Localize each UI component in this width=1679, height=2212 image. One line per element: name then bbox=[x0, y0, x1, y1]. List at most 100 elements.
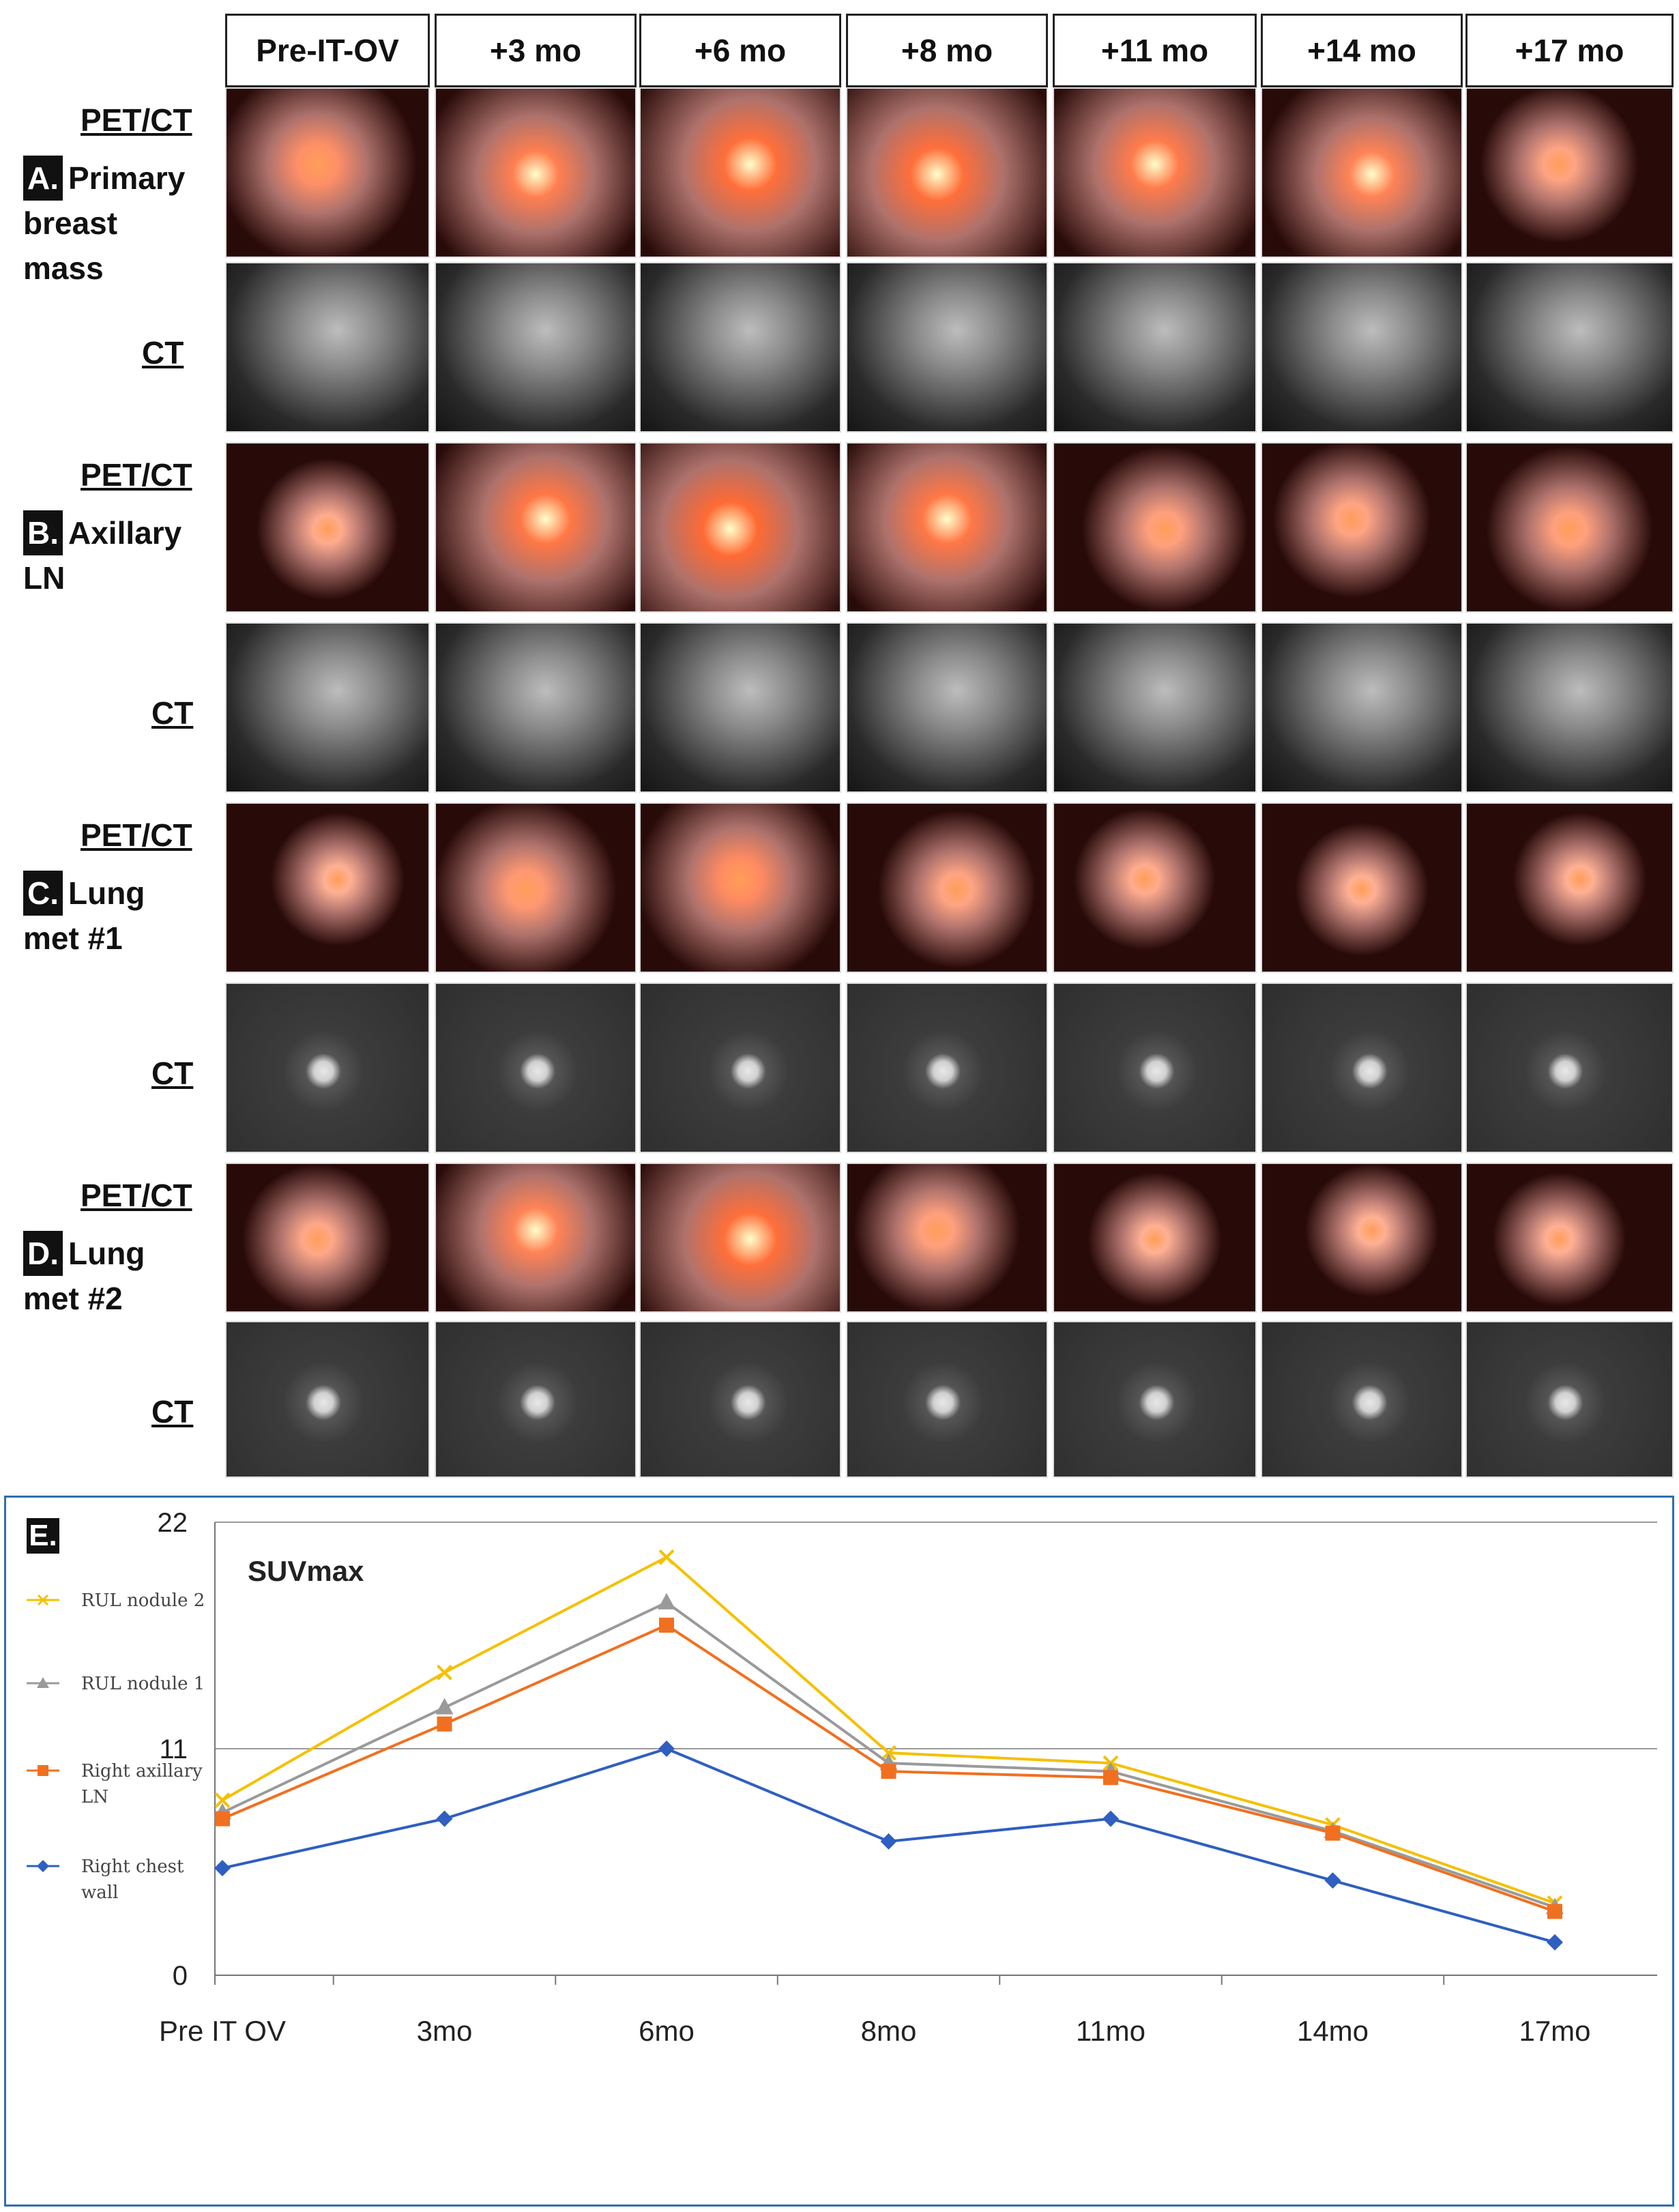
ct-label: CT bbox=[151, 1056, 194, 1091]
x-tick-label: 14mo bbox=[1297, 2015, 1369, 2047]
ct-image bbox=[639, 262, 841, 433]
ct-image bbox=[435, 1321, 637, 1478]
y-tick-label: 11 bbox=[159, 1734, 188, 1764]
legend-label: RUL nodule 2 bbox=[81, 1590, 205, 1611]
row-title-line: breast bbox=[23, 205, 118, 241]
ct-image bbox=[225, 1321, 430, 1478]
panel-e-label: E. bbox=[27, 1518, 59, 1554]
data-point bbox=[435, 1698, 454, 1715]
column-header: +17 mo bbox=[1465, 14, 1674, 87]
x-tick-label: 6mo bbox=[639, 2015, 695, 2047]
data-point bbox=[1547, 1934, 1563, 1951]
legend-label: Right axillary LN bbox=[81, 1761, 203, 1807]
data-point bbox=[881, 1764, 896, 1779]
data-point bbox=[658, 1549, 675, 1565]
legend-marker bbox=[37, 1860, 49, 1872]
pet-ct-label: PET/CT bbox=[81, 1178, 192, 1213]
chart-title: SUVmax bbox=[248, 1555, 364, 1587]
pet-ct-image bbox=[1261, 442, 1463, 613]
pet-ct-image bbox=[1465, 802, 1674, 973]
row-letter: D. bbox=[23, 1231, 63, 1276]
pet-ct-image bbox=[225, 1163, 430, 1313]
row-title-line: Lung bbox=[68, 1236, 145, 1271]
data-point bbox=[436, 1810, 453, 1827]
row-title-line: LN bbox=[23, 560, 65, 596]
row-title: D. Lung met #2 bbox=[23, 1231, 145, 1321]
pet-ct-image bbox=[846, 442, 1048, 613]
pet-ct-image bbox=[846, 802, 1048, 973]
pet-ct-image bbox=[639, 1163, 841, 1313]
pet-ct-image bbox=[846, 87, 1048, 258]
column-header: +3 mo bbox=[435, 14, 637, 87]
ct-image bbox=[639, 983, 841, 1153]
pet-ct-image bbox=[1261, 802, 1463, 973]
pet-ct-label: PET/CT bbox=[81, 817, 192, 853]
legend-marker bbox=[37, 1677, 49, 1688]
ct-image bbox=[435, 622, 637, 793]
series-line bbox=[222, 1555, 1556, 1905]
ct-image bbox=[225, 983, 430, 1153]
legend-marker bbox=[37, 1594, 49, 1606]
data-point bbox=[1547, 1904, 1562, 1919]
ct-image bbox=[225, 262, 430, 433]
ct-image bbox=[435, 262, 637, 433]
column-header: Pre-IT-OV bbox=[225, 14, 430, 87]
data-point bbox=[659, 1617, 674, 1633]
pet-ct-image bbox=[435, 802, 637, 973]
ct-image bbox=[435, 983, 637, 1153]
ct-image bbox=[1261, 622, 1463, 793]
ct-image bbox=[1053, 1321, 1257, 1478]
data-point bbox=[215, 1811, 230, 1827]
ct-label: CT bbox=[142, 335, 184, 370]
data-point bbox=[214, 1792, 231, 1808]
data-point bbox=[658, 1741, 675, 1757]
pet-ct-image bbox=[639, 802, 841, 973]
data-point bbox=[1325, 1825, 1341, 1841]
ct-image bbox=[1053, 983, 1257, 1153]
ct-image bbox=[639, 622, 841, 793]
pet-ct-image bbox=[639, 442, 841, 613]
pet-ct-image bbox=[1261, 1163, 1463, 1313]
row-title: B. Axillary LN bbox=[23, 510, 181, 600]
column-header: +6 mo bbox=[639, 14, 841, 87]
x-tick-label: 17mo bbox=[1519, 2015, 1590, 2047]
legend-label: RUL nodule 1 bbox=[81, 1674, 205, 1694]
row-letter: A. bbox=[23, 156, 63, 201]
data-point bbox=[214, 1860, 231, 1877]
pet-ct-image bbox=[225, 442, 430, 613]
pet-ct-image bbox=[225, 802, 430, 973]
pet-ct-label: PET/CT bbox=[81, 102, 192, 138]
pet-ct-image bbox=[225, 87, 430, 258]
data-point bbox=[437, 1664, 452, 1680]
row-title-line: met #1 bbox=[23, 920, 123, 956]
data-point bbox=[658, 1592, 675, 1610]
pet-ct-image bbox=[1053, 1163, 1257, 1313]
ct-image bbox=[1465, 262, 1674, 433]
column-header: +14 mo bbox=[1261, 14, 1463, 87]
ct-image bbox=[1465, 622, 1674, 793]
pet-ct-image bbox=[846, 1163, 1048, 1313]
row-title-line: Axillary bbox=[68, 515, 182, 551]
legend-label: Right chest wall bbox=[81, 1857, 184, 1903]
ct-image bbox=[846, 983, 1048, 1153]
row-title-line: mass bbox=[23, 250, 104, 286]
pet-ct-image bbox=[1053, 87, 1257, 258]
ct-label: CT bbox=[151, 1394, 194, 1429]
ct-image bbox=[846, 622, 1048, 793]
data-point bbox=[880, 1833, 897, 1850]
ct-image bbox=[1261, 983, 1463, 1153]
row-title: C. Lung met #1 bbox=[23, 871, 145, 961]
pet-ct-image bbox=[1465, 87, 1674, 258]
row-title-line: Lung bbox=[68, 875, 145, 911]
row-title-line: met #2 bbox=[23, 1281, 123, 1316]
row-title-line: Primary bbox=[68, 160, 186, 196]
pet-ct-image bbox=[1053, 442, 1257, 613]
column-header: +11 mo bbox=[1053, 14, 1257, 87]
row-title: A. Primary breast mass bbox=[23, 156, 185, 291]
pet-ct-image bbox=[639, 87, 841, 258]
ct-image bbox=[1053, 622, 1257, 793]
pet-ct-image bbox=[1261, 87, 1463, 258]
x-tick-label: Pre IT OV bbox=[159, 2015, 286, 2047]
pet-ct-image bbox=[435, 1163, 637, 1313]
x-tick-label: 3mo bbox=[417, 2015, 473, 2047]
